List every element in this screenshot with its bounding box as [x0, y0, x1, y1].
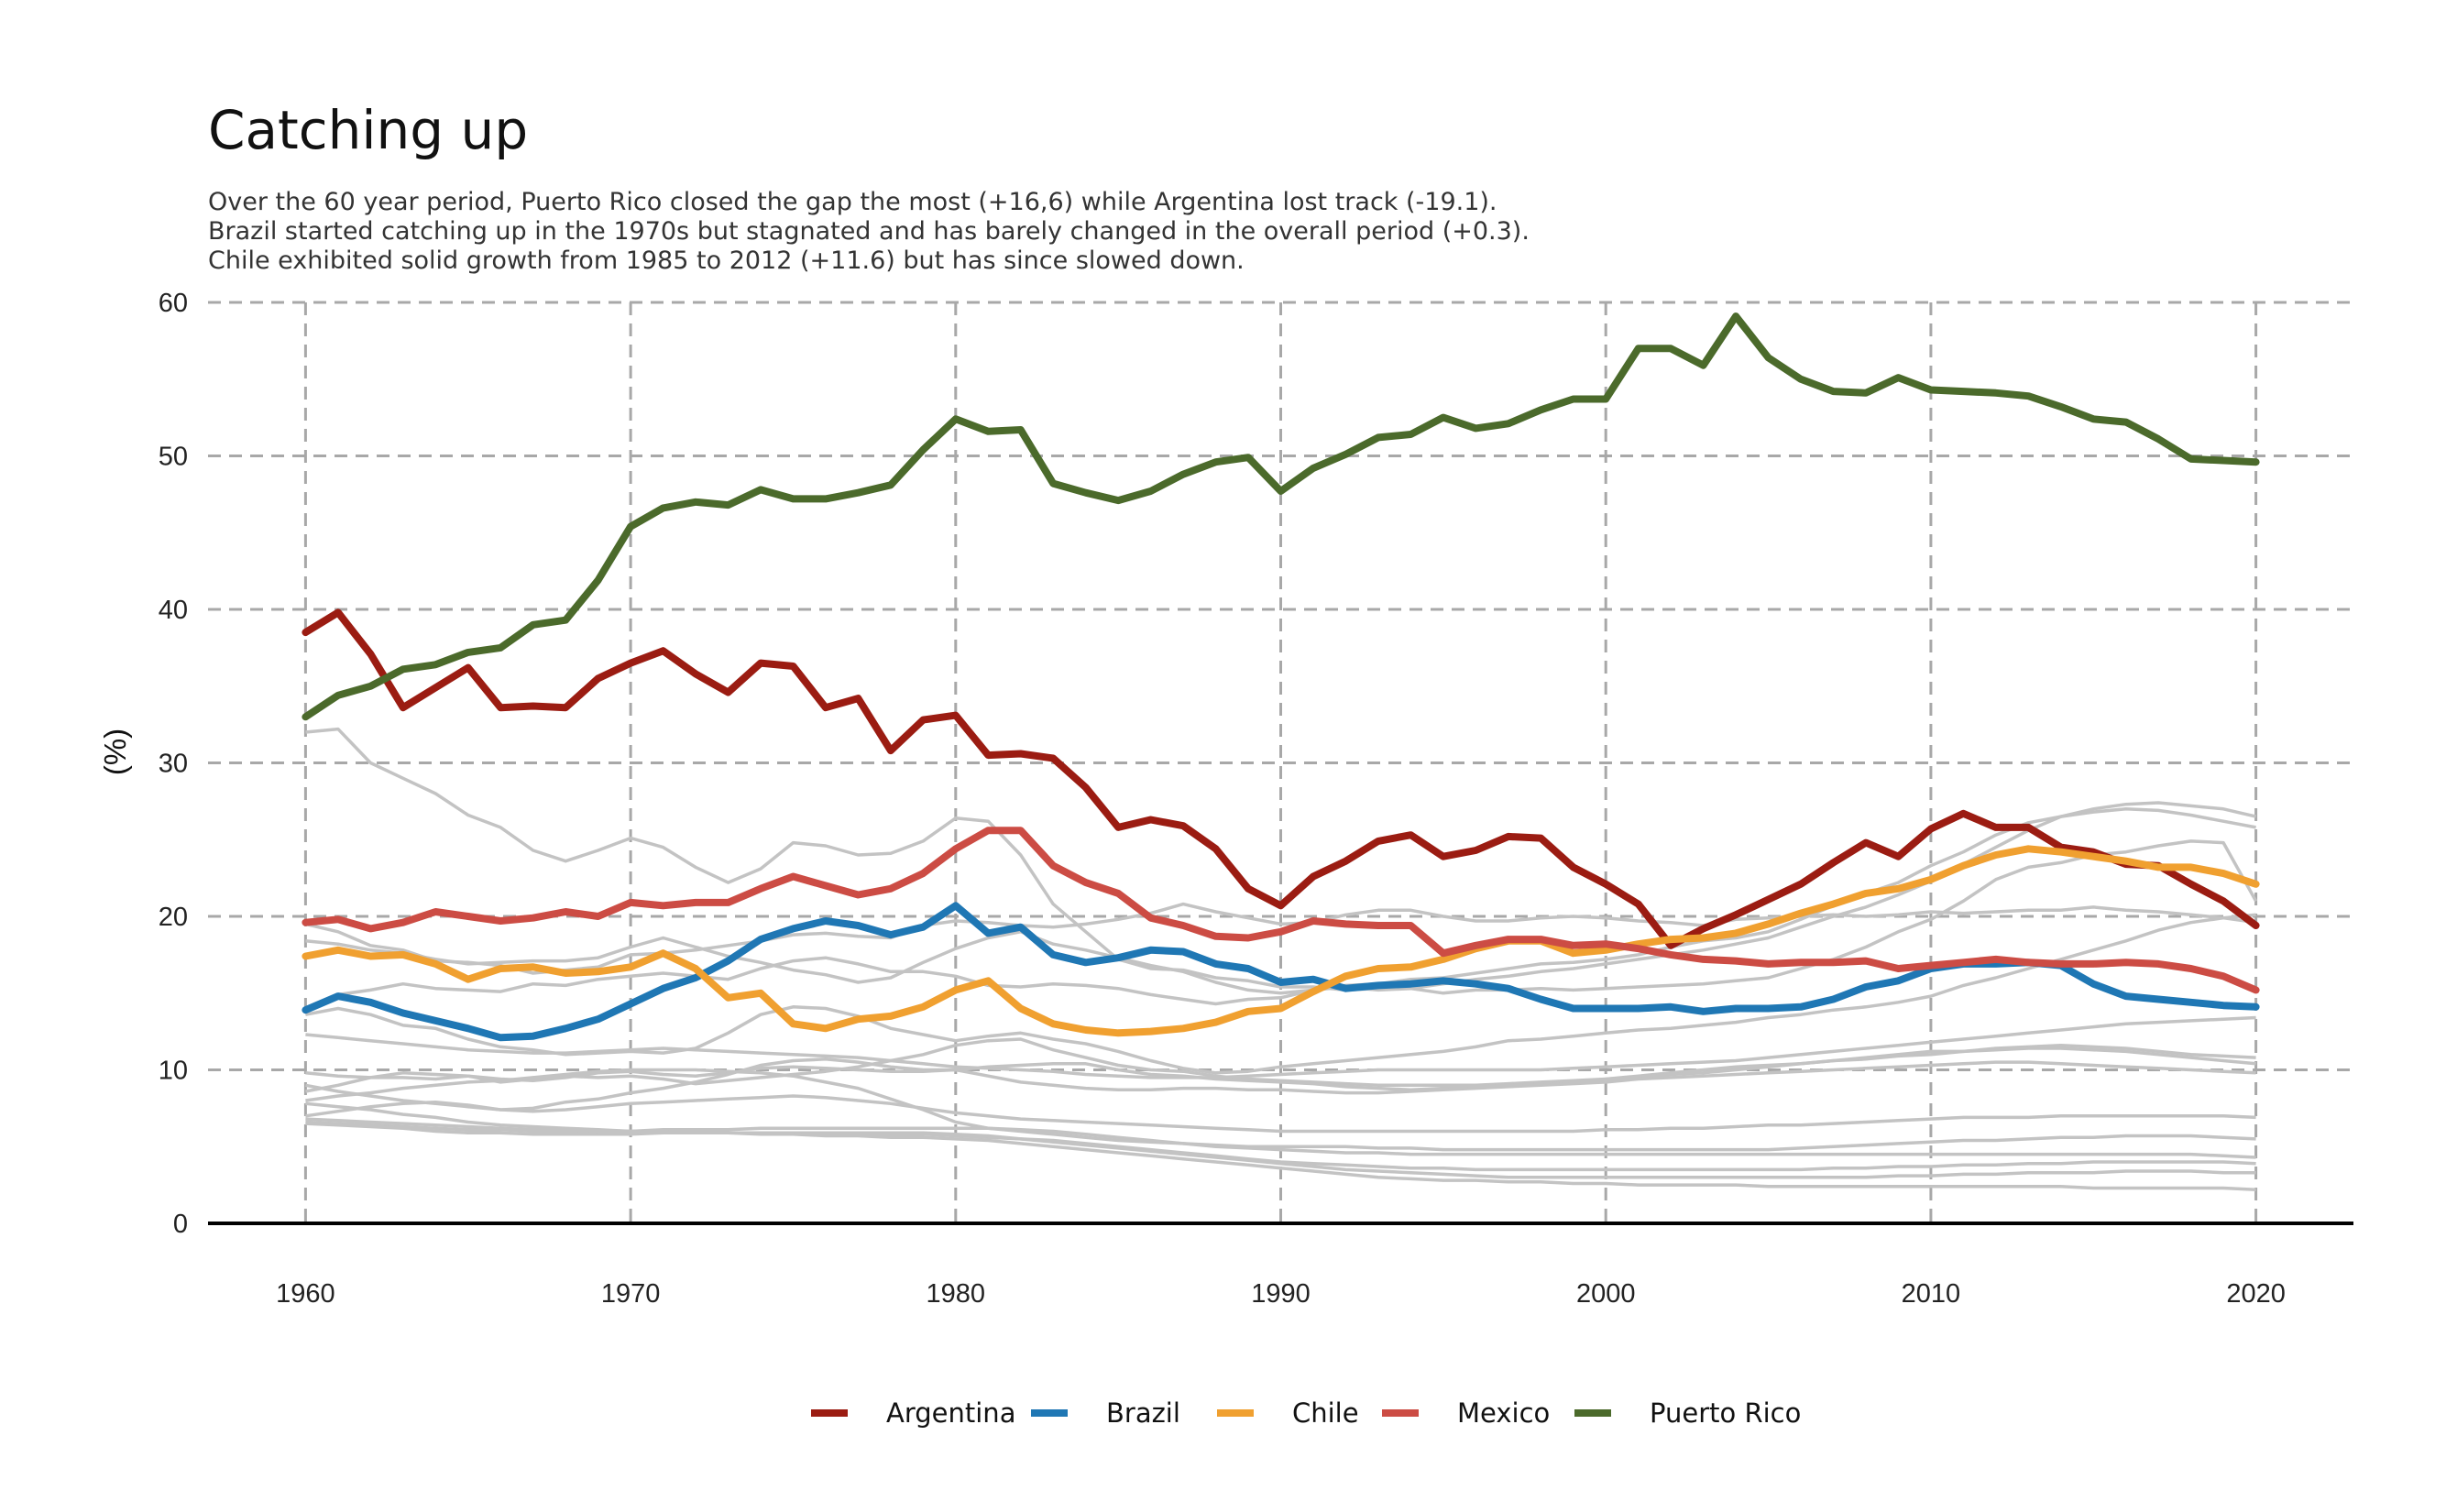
x-tick-label: 1980 — [927, 1279, 986, 1309]
x-tick-label: 2000 — [1576, 1279, 1636, 1309]
y-tick-label: 10 — [159, 1057, 188, 1086]
background-series-line — [304, 902, 2256, 975]
y-tick-label: 60 — [159, 289, 188, 318]
series-line-puerto-rico — [302, 312, 2260, 721]
y-tick-label: 50 — [159, 443, 188, 472]
subtitle-line-3: Chile exhibited solid growth from 1985 t… — [208, 247, 1245, 275]
y-axis-label: (%) — [98, 729, 132, 775]
y-tick-label: 30 — [159, 750, 188, 779]
series-line-argentina — [302, 608, 2260, 949]
y-tick-label: 40 — [159, 596, 188, 625]
y-tick-label: 20 — [159, 903, 188, 932]
legend-label-brazil: Brazil — [1106, 1397, 1180, 1429]
background-series-line — [305, 1046, 2256, 1112]
series-line-chile — [302, 845, 2260, 1037]
legend: Argentina Brazil Chile Mexico Puerto Rico — [811, 1397, 1801, 1429]
x-axis-ticks: 1960 1970 1980 1990 2000 2010 2020 — [276, 1279, 2286, 1309]
background-series-line — [305, 1117, 2256, 1191]
x-tick-label: 2010 — [1902, 1279, 1961, 1309]
background-series-line — [305, 1094, 2256, 1134]
x-tick-label: 1990 — [1251, 1279, 1311, 1309]
highlight-series-group — [302, 312, 2260, 1042]
legend-label-mexico: Mexico — [1457, 1397, 1550, 1429]
chart-title: Catching up — [208, 99, 528, 161]
subtitle-line-1: Over the 60 year period, Puerto Rico clo… — [208, 188, 1497, 216]
background-series-line — [305, 1122, 2256, 1179]
background-series-line — [305, 1068, 2256, 1152]
legend-label-argentina: Argentina — [886, 1397, 1015, 1429]
x-tick-label: 1960 — [276, 1279, 335, 1309]
legend-label-chile: Chile — [1292, 1397, 1359, 1429]
series-line-mexico — [302, 827, 2260, 994]
background-series-group — [304, 727, 2258, 1191]
legend-label-puerto-rico: Puerto Rico — [1650, 1397, 1801, 1429]
y-axis-ticks: 0 10 20 30 40 50 60 — [159, 289, 188, 1239]
x-tick-label: 2020 — [2226, 1279, 2286, 1309]
subtitle-line-2: Brazil started catching up in the 1970s … — [208, 217, 1530, 246]
background-series-line — [305, 807, 2256, 995]
background-series-line — [305, 1015, 2256, 1079]
background-series-line — [305, 727, 2258, 995]
gridlines — [208, 301, 2353, 1223]
x-tick-label: 1970 — [601, 1279, 661, 1309]
y-tick-label: 0 — [173, 1210, 188, 1239]
